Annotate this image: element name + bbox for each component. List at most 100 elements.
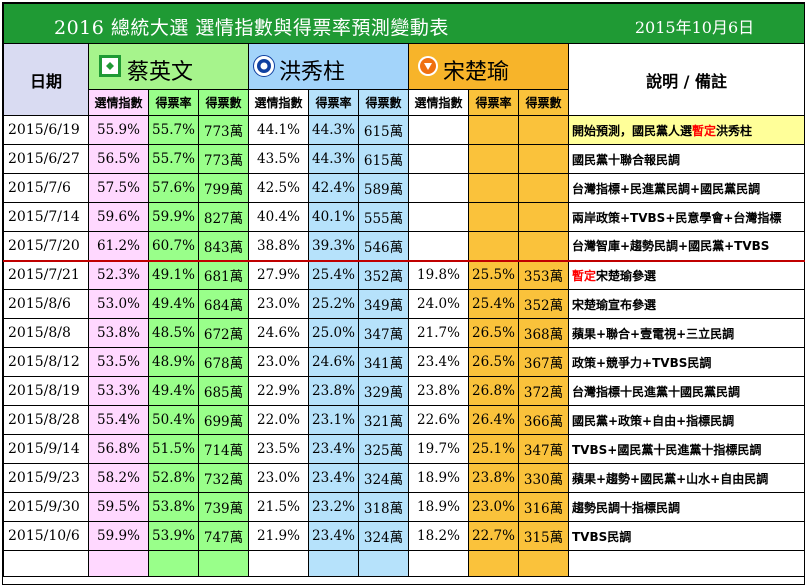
hung-votes: 589萬 (358, 173, 409, 203)
soong-index: 18.9% (408, 463, 469, 493)
table-row: 2015/8/19 53.3% 49.4% 685萬 22.9% 23.8% 329萬 23.… (3, 376, 806, 406)
tsai-rate: 60.7% (148, 231, 199, 261)
hung-index: 22.9% (248, 376, 309, 406)
empty-cell (408, 550, 469, 577)
tsai-index: 59.6% (88, 202, 149, 232)
tsai-rate: 51.5% (148, 434, 199, 464)
row-date: 2015/9/23 (3, 463, 89, 493)
hung-index: 38.8% (248, 231, 309, 261)
note-text: 台灣指標十民進黨十國民黨民調 (572, 384, 741, 399)
row-date: 2015/6/19 (3, 115, 89, 145)
hung-index-header: 選情指數 (248, 89, 309, 116)
soong-votes: 368萬 (518, 318, 569, 348)
table-row: 2015/9/14 56.8% 51.5% 714萬 23.5% 23.4% 325萬 19.… (3, 434, 806, 464)
note-text: 台灣指標+民進黨民調+國民黨民調 (572, 181, 761, 196)
hung-rate: 44.3% (308, 115, 359, 145)
tsai-index: 53.8% (88, 318, 149, 348)
row-note: 台灣智庫+趨勢民調+國民黨+TVBS (567, 231, 806, 261)
empty-cell (518, 550, 569, 577)
tsai-index: 53.5% (88, 347, 149, 377)
table-row: 2015/7/14 59.6% 59.9% 827萬 40.4% 40.1% 555萬 兩岸政… (3, 202, 806, 232)
candidate-name: 洪秀柱 (279, 60, 346, 85)
dpp-logo-icon (99, 55, 121, 77)
soong-votes: 316萬 (518, 492, 569, 522)
tsai-index: 61.2% (88, 231, 149, 261)
soong-votes: 330萬 (518, 463, 569, 493)
tsai-votes: 747萬 (198, 521, 249, 551)
table-row: 2015/10/6 59.9% 53.9% 747萬 21.9% 23.4% 324萬 18.… (3, 521, 806, 551)
row-note: 國民黨十聯合報民調 (567, 144, 806, 174)
hung-rate: 25.0% (308, 318, 359, 348)
tsai-index: 55.9% (88, 115, 149, 145)
tsai-index: 59.9% (88, 521, 149, 551)
note-text: 蘋果+聯合+壹電視+三立民調 (572, 326, 735, 341)
hung-votes: 352萬 (358, 259, 409, 290)
soong-rate (468, 202, 519, 232)
hung-index: 23.5% (248, 434, 309, 464)
candidate-header-tsai: 蔡英文 (88, 43, 249, 90)
row-date: 2015/7/21 (3, 259, 89, 290)
hung-votes: 555萬 (358, 202, 409, 232)
soong-rate (468, 115, 519, 145)
note-text: 兩岸政策+TVBS+民意學會+台灣指標 (572, 210, 782, 225)
soong-votes: 315萬 (518, 521, 569, 551)
note-text: 政策+競爭力+TVBS民調 (572, 355, 712, 370)
note-column-header: 說明 / 備註 (567, 43, 806, 116)
tsai-rate: 53.8% (148, 492, 199, 522)
note-text: 國民黨十聯合報民調 (572, 152, 681, 167)
note-text-tail: 宋楚瑜參選 (596, 268, 657, 283)
row-date: 2015/9/30 (3, 492, 89, 522)
tsai-votes: 732萬 (198, 463, 249, 493)
table-row: 2015/9/23 58.2% 52.8% 732萬 23.0% 23.4% 324萬 18.… (3, 463, 806, 493)
row-note: TVBS民調 (567, 521, 806, 551)
hung-index: 43.5% (248, 144, 309, 174)
candidate-header-hung: 洪秀柱 (248, 43, 409, 90)
tsai-rate: 48.5% (148, 318, 199, 348)
soong-index (408, 231, 469, 261)
tsai-votes: 714萬 (198, 434, 249, 464)
soong-index-header: 選情指數 (408, 89, 469, 116)
tsai-votes: 739萬 (198, 492, 249, 522)
tsai-index: 56.8% (88, 434, 149, 464)
table-row: 2015/7/6 57.5% 57.6% 799萬 42.5% 42.4% 589萬 台灣指標… (3, 173, 806, 203)
row-date: 2015/8/19 (3, 376, 89, 406)
empty-cell (248, 550, 309, 577)
soong-rate: 26.8% (468, 376, 519, 406)
tsai-index: 59.5% (88, 492, 149, 522)
soong-votes: 347萬 (518, 434, 569, 464)
soong-rate: 22.7% (468, 521, 519, 551)
tsai-rate: 49.1% (148, 259, 199, 290)
soong-rate: 25.4% (468, 289, 519, 319)
hung-rate: 23.8% (308, 376, 359, 406)
tsai-rate: 55.7% (148, 144, 199, 174)
tsai-votes: 799萬 (198, 173, 249, 203)
soong-index (408, 115, 469, 145)
soong-votes (518, 173, 569, 203)
tsai-index: 58.2% (88, 463, 149, 493)
row-date: 2015/6/27 (3, 144, 89, 174)
soong-index: 19.8% (408, 259, 469, 290)
soong-votes (518, 144, 569, 174)
row-date: 2015/7/6 (3, 173, 89, 203)
tsai-rate: 52.8% (148, 463, 199, 493)
empty-cell (198, 550, 249, 577)
table-row: 2015/8/8 53.8% 48.5% 672萬 24.6% 25.0% 347萬 21.7… (3, 318, 806, 348)
hung-index: 27.9% (248, 259, 309, 290)
hung-rate: 39.3% (308, 231, 359, 261)
empty-cell (567, 550, 806, 577)
note-text-tail: 洪秀柱 (716, 123, 753, 138)
tsai-rate: 59.9% (148, 202, 199, 232)
soong-index: 23.8% (408, 376, 469, 406)
hung-votes: 324萬 (358, 521, 409, 551)
hung-index: 23.0% (248, 289, 309, 319)
row-date: 2015/10/6 (3, 521, 89, 551)
candidate-name: 蔡英文 (127, 60, 194, 85)
hung-rate: 40.1% (308, 202, 359, 232)
kmt-logo-icon (253, 55, 275, 77)
row-date: 2015/9/14 (3, 434, 89, 464)
soong-rate: 23.0% (468, 492, 519, 522)
soong-votes: 367萬 (518, 347, 569, 377)
soong-rate: 26.5% (468, 318, 519, 348)
row-note: 兩岸政策+TVBS+民意學會+台灣指標 (567, 202, 806, 232)
soong-rate-header: 得票率 (468, 89, 519, 116)
